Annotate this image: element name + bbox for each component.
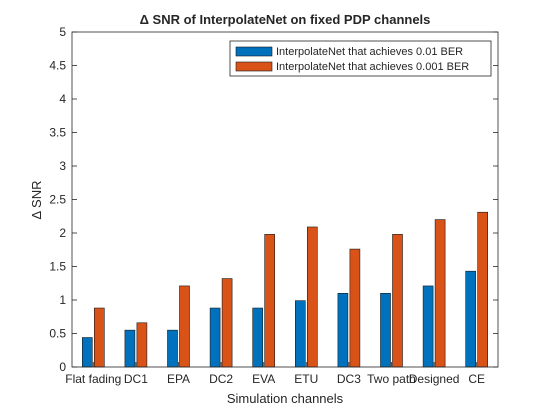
bar-series-1 (380, 292, 391, 368)
y-tick-label: 4 (59, 92, 66, 106)
bar-series-2 (392, 234, 403, 368)
x-tick-label: Designed (409, 372, 460, 386)
legend: InterpolateNet that achieves 0.01 BER Int… (229, 40, 492, 77)
bar-series-1 (167, 329, 178, 368)
bar-series-2 (221, 278, 233, 368)
x-tick-label: EPA (167, 372, 190, 386)
y-tick-label: 0 (59, 360, 66, 374)
bar-series-2 (264, 234, 276, 368)
y-tick-label: 3 (59, 159, 66, 173)
y-axis: 0 0.5 1 1.5 2 2.5 3 3.5 4 4.5 5 (49, 25, 498, 374)
y-tick-label: 1 (59, 293, 66, 307)
y-tick-label: 4.5 (49, 59, 66, 73)
x-tick-label: DC2 (209, 372, 233, 386)
bar-series-2 (306, 226, 318, 368)
chart-title: Δ SNR of InterpolateNet on fixed PDP cha… (140, 12, 431, 27)
bar-series-2 (179, 285, 190, 368)
legend-label: InterpolateNet that achieves 0.01 BER (276, 46, 463, 58)
y-tick-label: 3.5 (49, 126, 66, 140)
x-tick-label: DC3 (337, 372, 361, 386)
bar-series-2 (477, 211, 489, 368)
bar-series-1 (252, 307, 263, 368)
bar-series-2 (94, 307, 105, 368)
y-tick-label: 2.5 (49, 193, 66, 207)
bar-series-1 (124, 329, 136, 368)
x-tick-label: DC1 (124, 372, 148, 386)
y-tick-label: 1.5 (49, 260, 66, 274)
bar-series-1 (209, 307, 221, 368)
x-axis-label: Simulation channels (227, 391, 344, 406)
y-tick-label: 2 (59, 226, 66, 240)
legend-swatch (235, 46, 273, 57)
bar-series-2 (136, 322, 148, 368)
y-tick-label: 0.5 (49, 327, 66, 341)
y-axis-label: Δ SNR (29, 180, 44, 219)
bar-series-1 (422, 285, 434, 368)
x-axis: Flat fading DC1 EPA DC2 EVA ETU DC3 Two pathDes… (65, 362, 485, 386)
x-tick-label: Flat fading (65, 372, 121, 386)
plot-frame (71, 31, 499, 368)
legend-swatch (235, 61, 273, 72)
bar-series-1 (82, 337, 93, 368)
bar-series-2 (434, 219, 446, 368)
bar-series-1 (337, 292, 349, 368)
x-tick-label: ETU (294, 372, 318, 386)
x-tick-label: Two path (367, 372, 416, 386)
bars-layer (82, 211, 489, 368)
x-tick-label: EVA (252, 372, 275, 386)
bar-series-1 (294, 300, 306, 368)
legend-box (229, 40, 492, 77)
bar-series-2 (349, 248, 361, 368)
bar-series-1 (465, 270, 477, 368)
x-tick-label: CE (468, 372, 485, 386)
legend-label: InterpolateNet that achieves 0.001 BER (276, 61, 469, 73)
y-tick-label: 5 (59, 25, 66, 39)
